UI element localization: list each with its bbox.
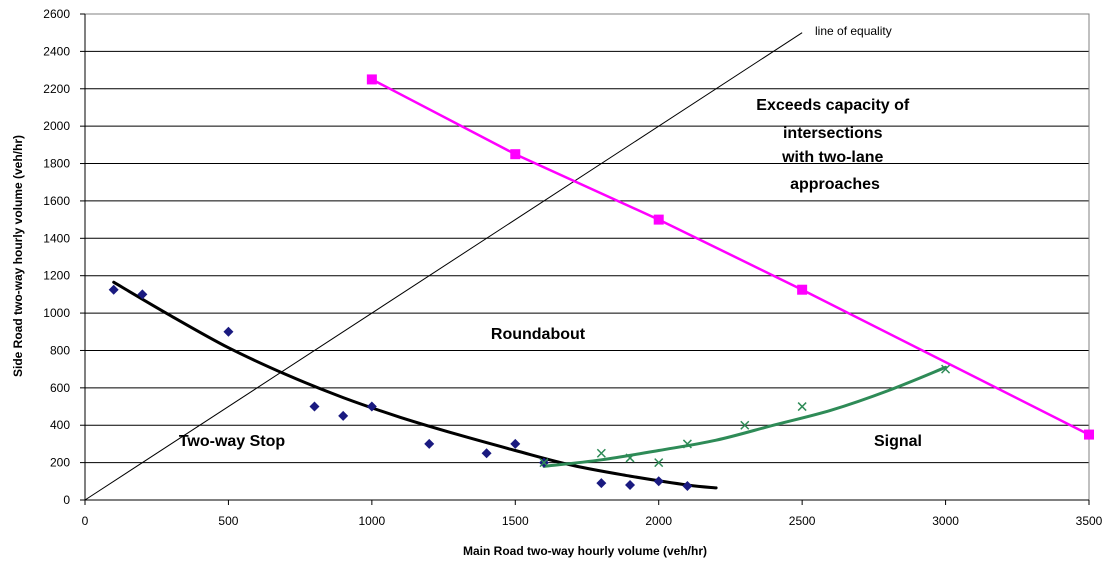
stop-point-8: [510, 438, 521, 449]
signal-point-0: [539, 458, 549, 468]
x-tick-label-0: 0: [82, 514, 89, 528]
series-2-x-markers: [539, 364, 951, 468]
stop-point-4: [338, 410, 349, 421]
capacity-label-line-4: approaches: [790, 176, 880, 193]
stop-point-6: [424, 438, 435, 449]
trend-curve-3: [542, 365, 948, 468]
signal-point-7: [941, 364, 951, 374]
x-axis-title: Main Road two-way hourly volume (veh/hr): [463, 544, 707, 558]
capacity-point-0: [366, 74, 377, 85]
signal-point-2: [625, 453, 635, 463]
y-tick-label-10: 2000: [43, 119, 70, 133]
capacity-label-line-3: with two-lane: [781, 149, 883, 166]
y-tick-label-5: 1000: [43, 306, 70, 320]
capacity-label-line-2: intersections: [783, 125, 883, 142]
y-tick-label-9: 1800: [43, 157, 70, 171]
y-tick-label-13: 2600: [43, 7, 70, 21]
ticks-layer: 0 500 1000 1500 2000 2500 3000 3500 0 200 400 600 80…: [43, 7, 1102, 528]
series-3-trend-curve: [542, 365, 948, 468]
signal-point-1: [596, 448, 606, 458]
y-tick-label-4: 800: [50, 343, 70, 357]
capacity-point-2: [653, 214, 664, 225]
x-tick-label-6: 3000: [932, 514, 959, 528]
y-tick-label-1: 200: [50, 456, 70, 470]
y-tick-label-0: 0: [63, 493, 70, 507]
y-tick-label-3: 600: [50, 381, 70, 395]
roundabout-label: Roundabout: [491, 326, 586, 343]
capacity-label-line-1: Exceeds capacity of: [756, 97, 910, 114]
capacity-label: Exceeds capacity of intersections with t…: [756, 97, 913, 193]
two-way-stop-label: Two-way Stop: [179, 433, 286, 450]
stop-point-5: [366, 401, 377, 412]
y-tick-label-6: 1200: [43, 269, 70, 283]
capacity-point-4: [1084, 429, 1094, 440]
series-layer: [84, 32, 1094, 501]
plot-frame: [84, 13, 1090, 501]
capacity-point-1: [510, 149, 521, 160]
signal-point-6: [797, 402, 807, 412]
series-4-line-square-markers: [366, 74, 1094, 440]
stop-point-10: [596, 478, 607, 489]
line-of-equality: [84, 32, 803, 501]
stop-point-0: [108, 284, 119, 295]
series-1-trend-curve: [112, 280, 718, 490]
line-of-equality-label: line of equality: [815, 24, 892, 38]
y-tick-label-12: 2400: [43, 44, 70, 58]
x-tick-label-5: 2500: [789, 514, 816, 528]
series-5-reference-line: [84, 32, 803, 501]
capacity-point-3: [797, 284, 808, 295]
signal-point-4: [682, 439, 692, 449]
signal-point-5: [740, 420, 750, 430]
x-tick-label-7: 3500: [1076, 514, 1103, 528]
x-tick-label-1: 500: [218, 514, 238, 528]
x-tick-label-2: 1000: [359, 514, 386, 528]
stop-point-7: [481, 448, 492, 459]
x-tick-label-4: 2000: [645, 514, 672, 528]
stop-point-1: [137, 289, 148, 300]
y-tick-label-8: 1600: [43, 194, 70, 208]
signal-point-3: [654, 458, 664, 468]
y-tick-label-7: 1400: [43, 231, 70, 245]
signal-label: Signal: [874, 433, 922, 450]
stop-point-11: [625, 480, 636, 491]
x-tick-label-3: 1500: [502, 514, 529, 528]
stop-point-3: [309, 401, 320, 412]
stop-point-12: [653, 476, 664, 487]
stop-point-2: [223, 326, 234, 337]
trend-curve-1: [112, 280, 718, 490]
stop-point-13: [682, 480, 693, 491]
y-axis-title: Side Road two-way hourly volume (veh/hr): [11, 135, 25, 377]
y-tick-label-2: 400: [50, 418, 70, 432]
y-tick-label-11: 2200: [43, 82, 70, 96]
